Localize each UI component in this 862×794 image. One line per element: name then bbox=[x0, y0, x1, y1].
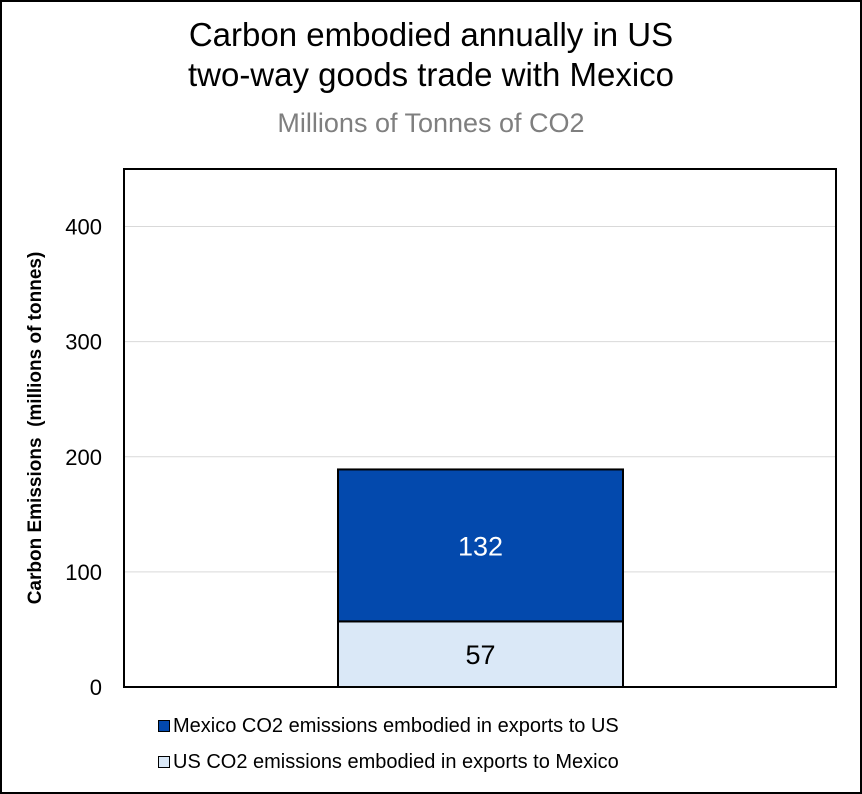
legend-item-mexico-exports: Mexico CO2 emissions embodied in exports… bbox=[158, 714, 619, 738]
plot-border bbox=[123, 168, 837, 688]
chart-title-line-2: two-way goods trade with Mexico bbox=[187, 56, 675, 93]
data-label-1: 132 bbox=[458, 531, 503, 561]
legend-swatch-mexico bbox=[158, 720, 170, 732]
y-tick-label-0: 0 bbox=[90, 675, 102, 700]
y-tick-label-100: 100 bbox=[65, 560, 102, 585]
y-tick-label-200: 200 bbox=[65, 445, 102, 470]
data-label-0: 57 bbox=[465, 640, 495, 670]
y-tick-label-400: 400 bbox=[65, 215, 102, 240]
y-tick-label-300: 300 bbox=[65, 330, 102, 355]
legend-label-mexico: Mexico CO2 emissions embodied in exports… bbox=[173, 715, 619, 737]
y-axis-label: Carbon Emissions (millions of tonnes) bbox=[25, 251, 46, 605]
bar-segment-1 bbox=[337, 468, 624, 623]
chart-subtitle: Millions of Tonnes of CO2 bbox=[277, 108, 585, 138]
legend-swatch-us bbox=[158, 756, 170, 768]
legend-item-us-exports: US CO2 emissions embodied in exports to … bbox=[158, 750, 619, 774]
legend-label-us: US CO2 emissions embodied in exports to … bbox=[173, 751, 619, 773]
chart-title-line-1: Carbon embodied annually in US bbox=[188, 16, 674, 53]
